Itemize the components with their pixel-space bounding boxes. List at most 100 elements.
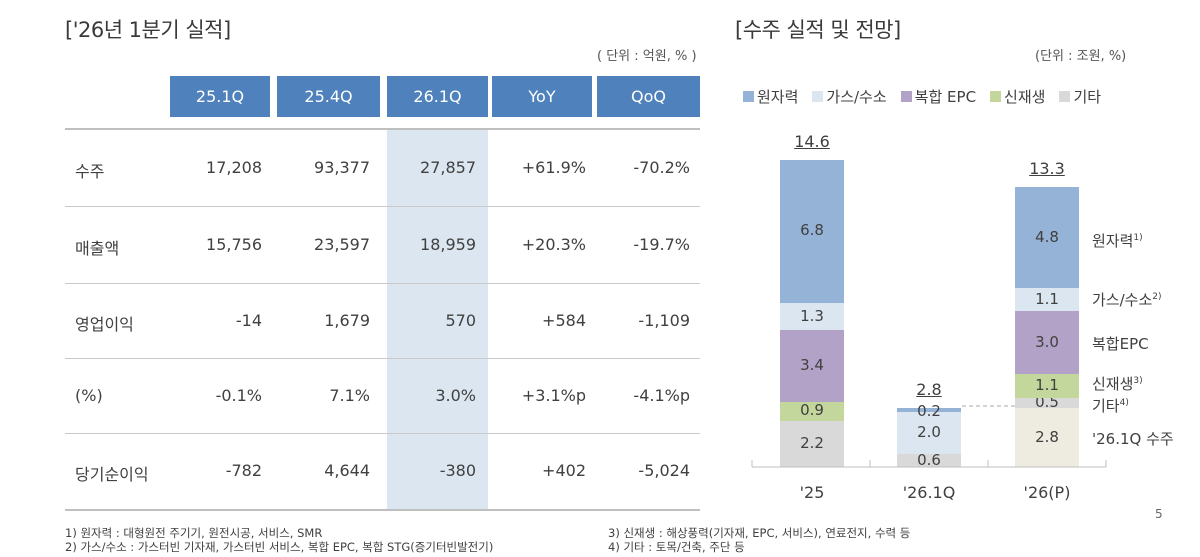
legend-swatch-renewable (990, 91, 1002, 102)
bar-segment-other (897, 454, 961, 467)
table-unit: ( 단위 : 억원, % ) (597, 49, 697, 64)
table-bottom-border (65, 509, 700, 511)
side-label: 기타4) (1092, 395, 1129, 416)
data-label: 6.8 (800, 221, 824, 240)
side-label: 신재생3) (1092, 373, 1143, 394)
bar-segment-nuclear (1015, 187, 1079, 289)
bar-segment-combined_epc (1015, 311, 1079, 375)
row-divider (65, 206, 700, 207)
column-header-25-1q: 25.1Q (170, 76, 270, 117)
side-label-text: 원자력 (1092, 232, 1134, 250)
row-label: 수주 (75, 162, 105, 181)
row-divider (65, 433, 700, 434)
footnote-ref: 1) (1133, 233, 1143, 243)
x-tick-label: '26(P) (1023, 483, 1071, 502)
bar-segment-gas_hydrogen (780, 302, 844, 331)
total-label: 2.8 (916, 380, 942, 400)
x-tick-label: '26.1Q (902, 483, 956, 502)
table-cell: 7.1% (329, 386, 370, 405)
footnote-1: 1) 원자력 : 대형원전 주기기, 원전시공, 서비스, SMR (65, 526, 323, 540)
legend-item-gas-hydrogen: 가스/수소 (812, 86, 887, 107)
performance-title: ['26년 1분기 실적] (65, 18, 231, 42)
legend-swatch-nuclear (743, 91, 754, 102)
footnote-4: 4) 기타 : 토목/건축, 주단 등 (608, 540, 745, 554)
highlight-column-26-1q (387, 129, 488, 510)
total-label: 14.6 (794, 132, 830, 151)
bar-segment-gas_hydrogen (897, 412, 961, 455)
chart-title: [수주 실적 및 전망] (735, 18, 901, 42)
table-cell: +3.1%p (521, 386, 586, 405)
side-label-text: 복합EPC (1092, 335, 1149, 353)
data-label: 1.1 (1035, 289, 1059, 308)
table-cell: -380 (439, 461, 476, 480)
data-label: 2.0 (917, 423, 941, 442)
legend-swatch-other (1059, 91, 1071, 102)
table-cell: 17,208 (206, 158, 262, 177)
legend-item-renewable: 신재생 (990, 86, 1045, 107)
bar-segment-q1_orders (1015, 408, 1079, 467)
table-cell: +61.9% (521, 158, 586, 177)
column-header-26-1q: 26.1Q (387, 76, 488, 117)
data-label: 2.2 (800, 433, 824, 452)
table-cell: -14 (235, 311, 262, 330)
table-cell: 93,377 (314, 158, 370, 177)
bar-segment-renewable (1015, 374, 1079, 398)
legend-swatch-gas-hydrogen (812, 91, 824, 102)
table-cell: 1,679 (324, 311, 370, 330)
table-cell: -70.2% (633, 158, 690, 177)
data-label: 4.8 (1035, 227, 1059, 246)
table-cell: 3.0% (435, 386, 476, 405)
page-number: 5 (1155, 507, 1163, 521)
bar-segment-other (780, 420, 844, 467)
side-label: 복합EPC (1092, 333, 1149, 354)
footnote-ref: 4) (1119, 398, 1129, 408)
footnote-3: 3) 신재생 : 해상풍력(기자재, EPC, 서비스), 연료전지, 수력 등 (608, 526, 911, 540)
legend-label: 신재생 (1004, 88, 1046, 106)
table-cell: -0.1% (215, 386, 262, 405)
footnote-2: 2) 가스/수소 : 가스터빈 기자재, 가스터빈 서비스, 복합 EPC, 복… (65, 540, 494, 554)
bar-segment-nuclear (897, 408, 961, 413)
side-label-text: 신재생 (1092, 375, 1134, 393)
table-cell: +20.3% (521, 235, 586, 254)
column-header-25-4q: 25.4Q (277, 76, 380, 117)
side-label: 가스/수소2) (1092, 289, 1162, 310)
x-axis (751, 460, 1107, 468)
bar-segment-other (1015, 397, 1079, 409)
table-cell: -4.1%p (633, 386, 690, 405)
legend-item-combined-epc: 복합 EPC (900, 86, 977, 107)
row-label: 영업이익 (75, 315, 134, 334)
side-label-text: '26.1Q 수주 (1092, 430, 1174, 448)
bar-segment-renewable (780, 401, 844, 421)
side-label: 원자력1) (1092, 230, 1143, 251)
table-cell: 23,597 (314, 235, 370, 254)
chart-legend: 원자력 가스/수소 복합 EPC 신재생 기타 (743, 86, 1101, 107)
footnote-ref: 2) (1152, 292, 1162, 302)
row-divider (65, 358, 700, 359)
total-label: 13.3 (1029, 159, 1065, 179)
table-cell: 15,756 (206, 235, 262, 254)
table-cell: -5,024 (638, 461, 690, 480)
data-label: 0.2 (917, 402, 941, 421)
legend-item-nuclear: 원자력 (743, 86, 798, 107)
data-label: 1.1 (1035, 376, 1059, 395)
data-label: 3.4 (800, 356, 824, 375)
row-divider (65, 283, 700, 284)
data-label: 1.3 (800, 306, 824, 325)
legend-label: 기타 (1073, 88, 1102, 106)
legend-item-other: 기타 (1059, 86, 1101, 107)
data-label: 0.9 (800, 401, 824, 420)
table-cell: 570 (445, 311, 476, 330)
side-label-text: 가스/수소 (1092, 291, 1153, 309)
footnote-ref: 3) (1133, 376, 1143, 386)
table-cell: +584 (542, 311, 586, 330)
side-label: '26.1Q 수주 (1092, 428, 1174, 449)
legend-label: 복합 EPC (914, 88, 977, 106)
legend-label: 원자력 (757, 88, 799, 106)
row-label: 매출액 (75, 239, 120, 258)
bar-segment-combined_epc (780, 330, 844, 402)
connector-line (962, 405, 1016, 407)
chart-unit: (단위 : 조원, %) (1035, 49, 1127, 64)
legend-label: 가스/수소 (826, 88, 887, 106)
table-cell: 4,644 (324, 461, 370, 480)
row-label: (%) (75, 386, 103, 405)
